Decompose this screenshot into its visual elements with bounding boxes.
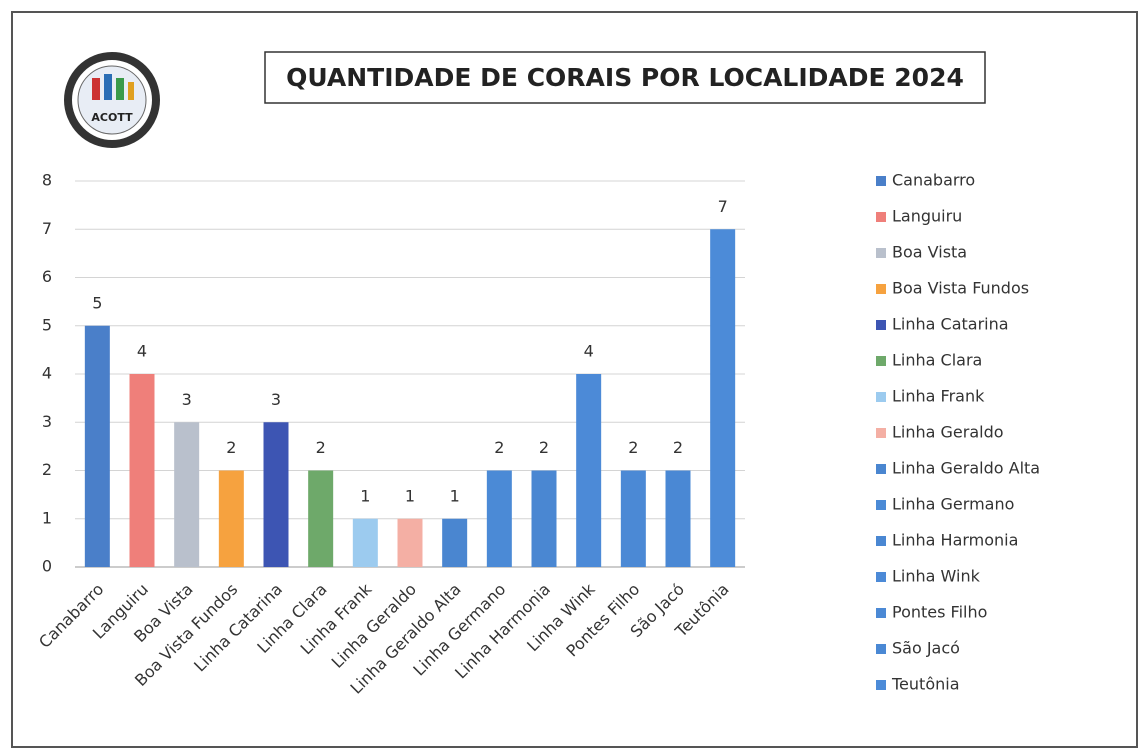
data-label: 1 (360, 486, 370, 505)
legend-label: Linha Wink (892, 567, 981, 586)
bar (576, 374, 602, 567)
legend-swatch (876, 176, 886, 186)
legend-label: Linha Harmonia (892, 531, 1018, 550)
logo-text: ACOTT (91, 111, 133, 124)
data-label: 2 (494, 438, 504, 457)
y-tick-label: 6 (42, 267, 52, 286)
data-label: 7 (718, 197, 728, 216)
legend-label: Pontes Filho (892, 603, 987, 622)
y-tick-label: 5 (42, 315, 52, 334)
data-label: 5 (92, 293, 102, 312)
y-tick-label: 0 (42, 557, 52, 576)
logo-figure (92, 78, 100, 100)
title-box (264, 51, 986, 104)
legend-swatch (876, 464, 886, 474)
logo: ACOTT (64, 52, 160, 148)
legend-label: Teutônia (891, 675, 960, 694)
legend-label: Boa Vista (892, 243, 967, 262)
bar (486, 470, 512, 567)
legend-swatch (876, 356, 886, 366)
legend-swatch (876, 284, 886, 294)
legend-label: Linha Clara (892, 351, 982, 370)
legend-swatch (876, 680, 886, 690)
data-label: 2 (226, 438, 236, 457)
legend-swatch (876, 608, 886, 618)
data-label: 2 (539, 438, 549, 457)
bar (531, 470, 557, 567)
bar (352, 518, 378, 567)
frame (11, 11, 1138, 748)
bar (263, 422, 289, 567)
bar (665, 470, 691, 567)
data-label: 2 (628, 438, 638, 457)
data-label: 3 (182, 390, 192, 409)
bar (710, 229, 736, 567)
bar (442, 518, 468, 567)
y-tick-label: 1 (42, 508, 52, 527)
data-label: 2 (316, 438, 326, 457)
legend-label: São Jacó (892, 639, 960, 658)
legend-swatch (876, 536, 886, 546)
bar (620, 470, 646, 567)
bar (129, 374, 155, 567)
y-tick-label: 3 (42, 412, 52, 431)
data-label: 2 (673, 438, 683, 457)
legend-label: Linha Frank (892, 387, 985, 406)
bar (174, 422, 200, 567)
legend-swatch (876, 572, 886, 582)
legend-label: Linha Geraldo (892, 423, 1004, 442)
legend-swatch (876, 212, 886, 222)
bar (218, 470, 244, 567)
legend-swatch (876, 500, 886, 510)
data-label: 4 (137, 342, 147, 361)
data-label: 3 (271, 390, 281, 409)
legend-label: Canabarro (892, 171, 975, 190)
data-label: 4 (584, 342, 594, 361)
y-tick-label: 8 (42, 171, 52, 190)
y-tick-label: 4 (42, 364, 52, 383)
legend-label: Linha Catarina (892, 315, 1009, 334)
bar (84, 325, 110, 567)
logo-figure (128, 82, 134, 100)
chart-title: QUANTIDADE DE CORAIS POR LOCALIDADE 2024 (286, 63, 964, 92)
legend-label: Linha Germano (892, 495, 1014, 514)
legend-swatch (876, 644, 886, 654)
legend-swatch (876, 392, 886, 402)
data-label: 1 (450, 486, 460, 505)
logo-figure (104, 74, 112, 100)
legend-label: Languiru (892, 207, 962, 226)
legend-swatch (876, 428, 886, 438)
data-label: 1 (405, 486, 415, 505)
bar (397, 518, 423, 567)
bar (308, 470, 334, 567)
legend-label: Boa Vista Fundos (892, 279, 1029, 298)
y-tick-label: 7 (42, 219, 52, 238)
legend-swatch (876, 320, 886, 330)
legend-swatch (876, 248, 886, 258)
logo-figure (116, 78, 124, 100)
legend-label: Linha Geraldo Alta (892, 459, 1040, 478)
y-tick-label: 2 (42, 460, 52, 479)
